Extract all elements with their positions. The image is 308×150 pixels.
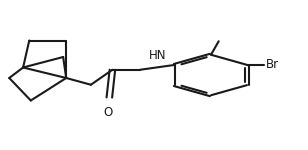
Text: Br: Br bbox=[265, 58, 279, 71]
Text: O: O bbox=[103, 106, 112, 119]
Text: HN: HN bbox=[149, 49, 166, 62]
